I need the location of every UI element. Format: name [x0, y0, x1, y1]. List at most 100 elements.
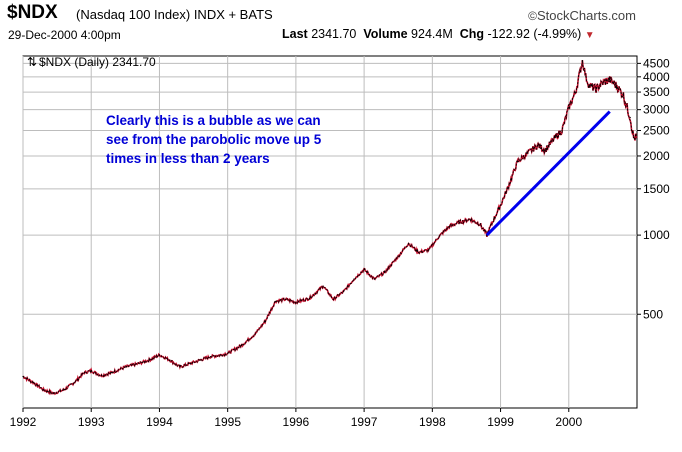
data-point: [220, 354, 222, 356]
data-point: [554, 137, 556, 139]
last-value: 2341.70: [311, 27, 357, 41]
data-point: [448, 225, 450, 227]
data-point: [189, 362, 191, 364]
y-tick-label: 2000: [643, 149, 670, 163]
data-point: [363, 268, 365, 271]
data-point: [568, 107, 570, 109]
annotation-line-1: Clearly this is a bubble as we can: [106, 113, 321, 128]
x-tick-label: 1993: [78, 415, 105, 429]
data-point: [308, 297, 311, 299]
data-point: [418, 251, 420, 253]
data-point: [274, 300, 276, 302]
trendline-segment: [485, 110, 611, 237]
y-tick-label: 3000: [643, 103, 670, 117]
last-label: Last: [282, 27, 308, 41]
annotation-line-3: times in less than 2 years: [106, 151, 270, 166]
y-tick-label: 2500: [643, 123, 670, 137]
annotation: Clearly this is a bubble as we can see f…: [106, 113, 322, 166]
data-point: [459, 221, 461, 223]
data-point: [22, 375, 24, 378]
date-label: 29-Dec-2000 4:00pm: [8, 28, 121, 42]
y-tick-label: 3500: [643, 85, 670, 99]
x-tick-label: 1997: [351, 415, 378, 429]
data-point: [353, 278, 355, 280]
x-tick-label: 2000: [555, 415, 582, 429]
data-point: [158, 354, 160, 356]
data-point: [295, 301, 297, 303]
data-point: [210, 356, 212, 358]
data-point: [585, 76, 587, 78]
data-point: [581, 60, 584, 62]
data-point: [397, 255, 399, 257]
data-point: [633, 137, 635, 139]
plot-frame: [22, 55, 638, 409]
data-point: [32, 381, 34, 384]
data-point: [575, 91, 577, 93]
price-series: [22, 60, 638, 396]
data-point: [561, 129, 563, 132]
volume-label: Volume: [363, 27, 408, 41]
data-point: [111, 372, 113, 374]
data-point: [179, 366, 181, 368]
data-point: [469, 218, 471, 220]
trendline: [485, 110, 611, 237]
copyright-icon: ©: [528, 9, 538, 23]
data-point: [373, 278, 375, 280]
data-point: [517, 161, 519, 163]
index-full-name: (Nasdaq 100 Index): [76, 7, 191, 22]
data-point: [264, 320, 266, 322]
data-point: [100, 375, 103, 377]
data-point: [322, 285, 324, 287]
legend-icon: ⇅: [27, 55, 37, 69]
y-tick-label: 4000: [643, 70, 670, 84]
x-tick-label: 1996: [283, 415, 310, 429]
index-name: (Nasdaq 100 Index) INDX + BATS: [76, 7, 273, 22]
data-point: [544, 149, 546, 151]
data-point: [73, 381, 75, 384]
y-tick-label: 1500: [643, 182, 670, 196]
data-point: [199, 359, 201, 361]
data-point: [63, 389, 65, 391]
data-point: [138, 362, 140, 364]
data-point: [124, 366, 126, 368]
brand-logo[interactable]: ©StockCharts.com: [528, 8, 636, 23]
y-tick-label: 1000: [643, 228, 670, 242]
x-axis: 1992 1993 1994 1995 1996 1997 1998 1999 2000: [10, 415, 583, 429]
data-point: [595, 88, 597, 90]
data-point: [407, 242, 410, 244]
data-point: [506, 188, 508, 190]
data-point: [527, 152, 529, 154]
x-tick-label: 1994: [146, 415, 173, 429]
brand-name: StockCharts.com: [537, 8, 636, 23]
annotation-line-2: see from the parobolic move up 5: [106, 132, 322, 147]
x-tick-label: 1992: [10, 415, 37, 429]
data-point: [438, 235, 440, 237]
chg-value: -122.92 (-4.99%): [487, 27, 582, 41]
data-point: [384, 272, 386, 274]
data-point: [83, 372, 85, 374]
symbol-title: $NDX: [7, 2, 58, 23]
y-tick-label: 4500: [643, 56, 670, 70]
data-point: [622, 94, 625, 96]
chg-label: Chg: [459, 27, 485, 41]
data-point: [285, 298, 287, 300]
x-tick-label: 1999: [487, 415, 514, 429]
stats-bar: Last 2341.70 Volume 924.4M Chg -122.92 (…: [282, 27, 595, 41]
data-point: [332, 298, 334, 300]
data-point: [493, 218, 495, 220]
data-point: [240, 345, 242, 347]
data-point: [227, 352, 229, 354]
legend-text: $NDX (Daily) 2341.70: [39, 55, 156, 69]
data-point: [609, 79, 611, 81]
data-point: [42, 389, 45, 391]
data-point: [636, 137, 638, 139]
data-point: [588, 85, 590, 87]
data-point: [537, 144, 539, 146]
data-point: [602, 82, 604, 84]
x-tick-label: 1995: [214, 415, 241, 429]
volume-value: 924.4M: [411, 27, 453, 41]
legend: ⇅ $NDX (Daily) 2341.70: [27, 55, 156, 69]
data-point: [500, 204, 502, 206]
